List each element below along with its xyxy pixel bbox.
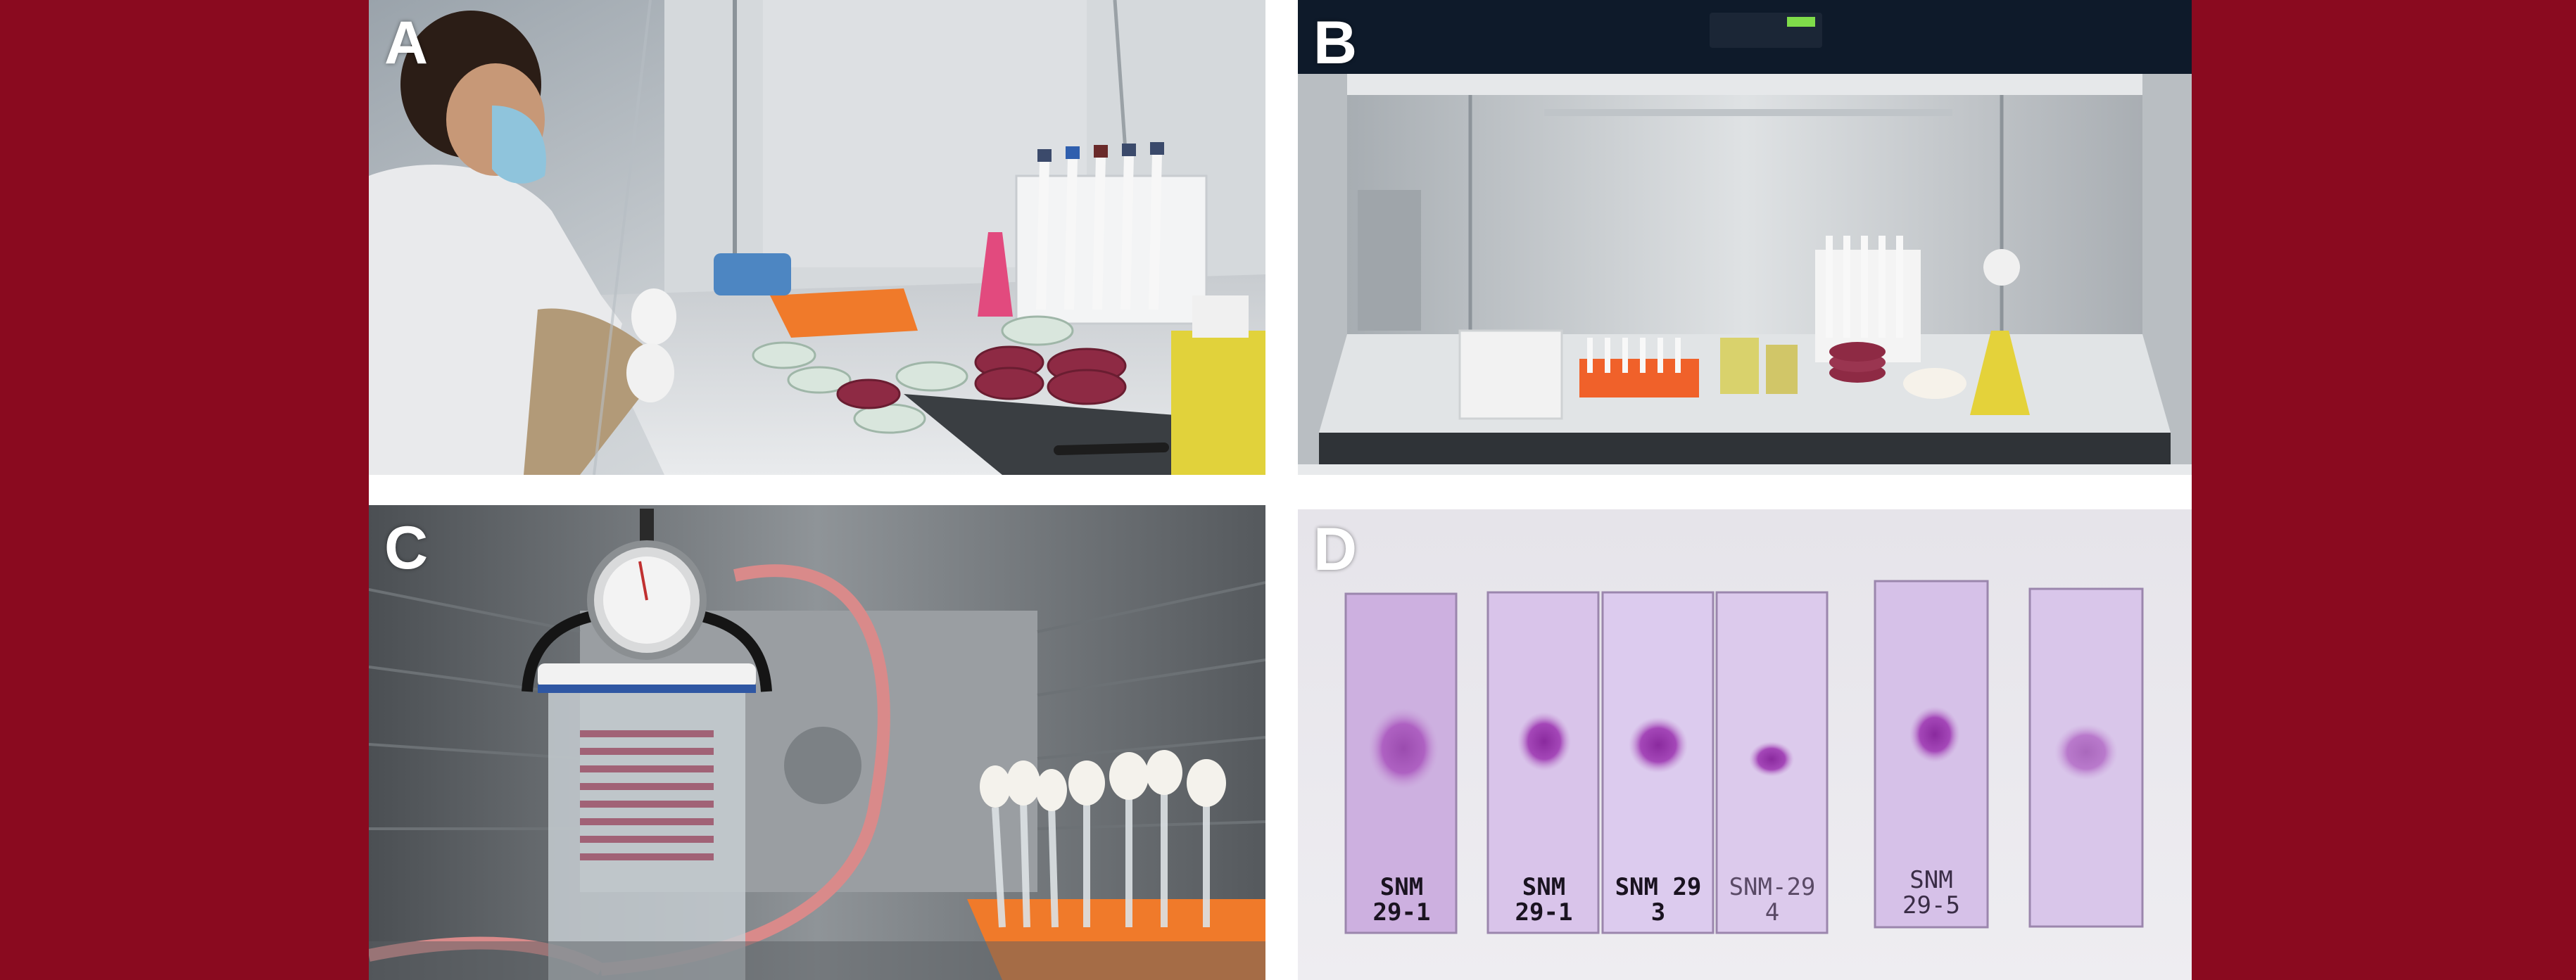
panel-a-photo: A: [369, 0, 1265, 475]
slide-4-line1: SNM-29: [1729, 873, 1816, 901]
panel-c-photo: C: [369, 505, 1265, 980]
slide-3-line2: 3: [1650, 898, 1666, 927]
slide-3-line1: SNM 29: [1615, 873, 1702, 901]
slide-1-label: SNM 29-1: [1351, 873, 1453, 927]
slide-6-label: [2034, 875, 2138, 901]
panel-d-label: D: [1313, 516, 1358, 583]
slide-4-label: SNM-29 4: [1720, 873, 1824, 927]
slide-3-label: SNM 29 3: [1606, 873, 1710, 927]
panel-d-photo: SNM 29-1 SNM 29-1 SNM 29 3 SNM-29 4 SNM 29-5 …: [1298, 509, 2192, 980]
slide-5-label: SNM 29-5: [1879, 866, 1984, 919]
slide-5-line2: 29-5: [1902, 891, 1960, 919]
panel-b-photo: B: [1298, 0, 2192, 475]
slide-1-line1: SNM: [1379, 873, 1424, 901]
stain-spots: [1368, 706, 2118, 789]
panel-c-label: C: [384, 514, 429, 582]
slide-4-line2: 4: [1764, 898, 1780, 927]
panel-d-scene: [1298, 509, 2192, 980]
slide-group: [1344, 580, 2144, 934]
panel-a-label: A: [384, 9, 429, 77]
slide-1-line2: 29-1: [1372, 898, 1431, 927]
panel-c-scene: [369, 505, 1265, 980]
panel-b-label: B: [1313, 9, 1358, 77]
panel-b-scene: [1298, 0, 2192, 475]
slide-5-line1: SNM: [1909, 866, 1953, 894]
panel-a-scene: [369, 0, 1265, 475]
slide-2-line1: SNM: [1522, 873, 1566, 901]
slide-2-label: SNM 29-1: [1493, 873, 1595, 927]
slide-2-line2: 29-1: [1515, 898, 1573, 927]
figure-composite: A: [369, 0, 2192, 980]
